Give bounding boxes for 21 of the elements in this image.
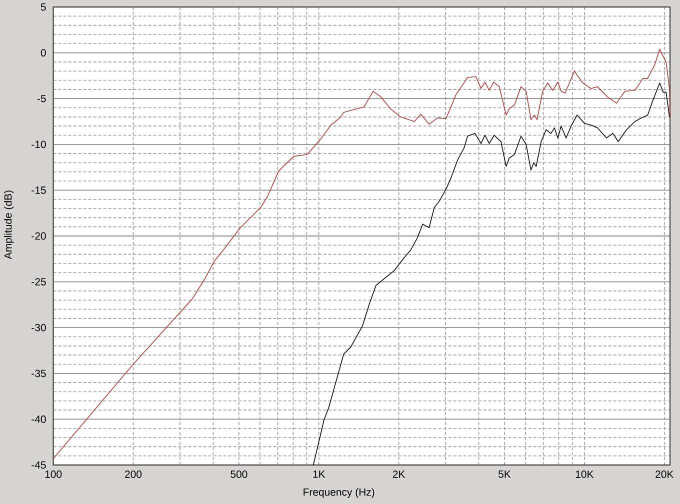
y-tick-label: -40	[32, 416, 46, 423]
x-tick-label: 1K	[313, 470, 326, 478]
y-tick-label: -10	[32, 140, 46, 148]
x-tick-label: 500	[230, 470, 248, 478]
y-axis-title: Amplitude (dB)	[4, 190, 14, 260]
y-tick-label: -45	[32, 461, 46, 469]
y-tick-label: -30	[32, 324, 46, 332]
x-tick-label: 100	[45, 470, 62, 478]
y-tick-label: -20	[32, 232, 46, 240]
y-tick-label: -25	[32, 278, 46, 286]
y-tick-label: -15	[32, 186, 46, 194]
x-tick-label: 200	[125, 470, 142, 478]
x-axis-title: Frequency (Hz)	[304, 488, 374, 498]
y-tick-label: -35	[32, 370, 46, 378]
y-tick-label: 0	[40, 49, 46, 57]
x-tick-label: 20K	[656, 470, 674, 478]
x-tick-label: 10K	[576, 470, 594, 478]
y-tick-label: 5	[40, 3, 46, 11]
x-tick-label: 5K	[498, 470, 511, 478]
y-tick-label: -5	[37, 94, 46, 102]
x-tick-label: 2K	[392, 470, 406, 478]
